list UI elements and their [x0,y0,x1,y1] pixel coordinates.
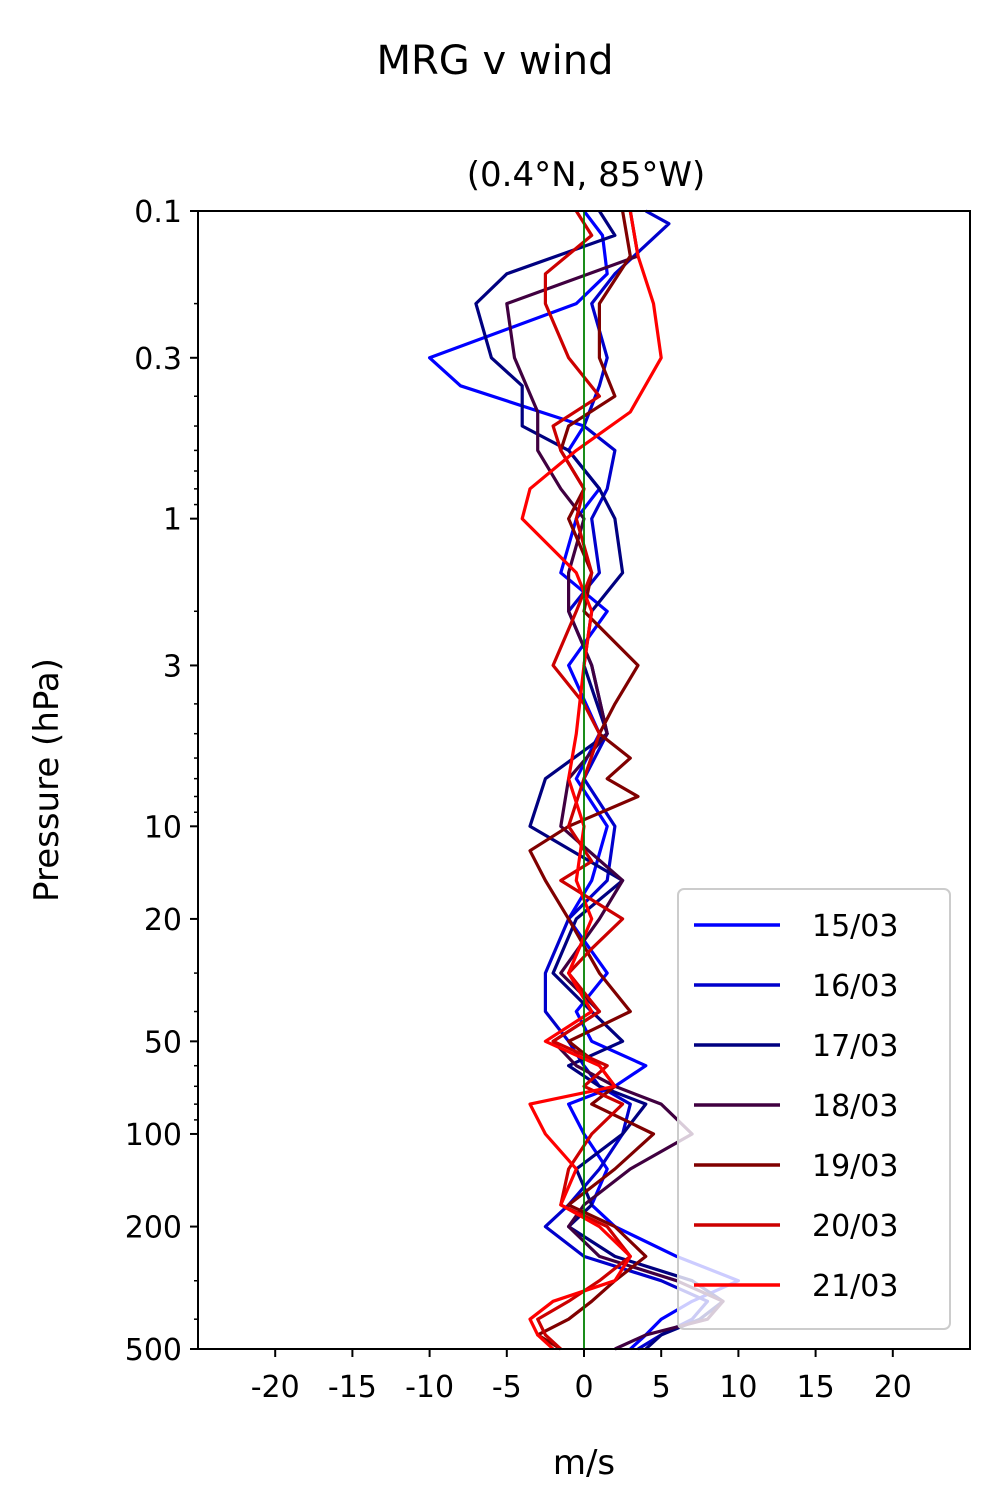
legend: 15/03 16/03 17/03 18/03 19/03 20/03 21/03 [677,888,951,1330]
x-tick-label: -15 [328,1370,377,1405]
legend-label: 20/03 [812,1209,898,1244]
x-tick-label: 10 [719,1370,757,1405]
axes-frame [197,210,971,1350]
figure-suptitle: MRG v wind [377,38,614,84]
x-tick-label: 15 [797,1370,835,1405]
y-tick-label: 50 [144,1025,182,1060]
y-tick-label: 0.3 [134,342,182,377]
y-axis-label: Pressure (hPa) [27,658,67,902]
x-tick-label: -20 [251,1370,300,1405]
x-tick-label: -10 [405,1370,454,1405]
x-tick-label: 5 [652,1370,671,1405]
series-line-16-03 [543,209,710,1351]
x-tick-label: 0 [574,1370,593,1405]
legend-label: 15/03 [812,909,898,944]
legend-label: 21/03 [812,1269,898,1304]
y-tick-label: 3 [163,649,182,684]
legend-label: 17/03 [812,1029,898,1064]
x-tick-label: -5 [492,1370,522,1405]
y-tick-label: 100 [125,1118,182,1153]
y-tick-label: 500 [125,1333,182,1368]
plot-area [428,209,741,1351]
series-line-21-03 [520,210,663,1351]
y-tick-label: 1 [163,503,182,538]
legend-label: 16/03 [812,969,898,1004]
y-tick-label: 200 [125,1211,182,1246]
x-axis-label: m/s [553,1443,615,1483]
legend-box [677,888,951,1330]
series-line-17-03 [474,210,725,1351]
x-tick-label: 20 [874,1370,912,1405]
axis-ticks: -20 -15 -10 -5 0 5 10 15 20 0.1 0.3 1 3 10 20 50 100 200 5… [125,195,912,1405]
y-tick-label: 10 [144,810,182,845]
chart-title: (0.4°N, 85°W) [467,155,706,195]
legend-label: 18/03 [812,1089,898,1124]
y-tick-label: 0.1 [134,195,182,230]
y-tick-label: 20 [144,903,182,938]
series-line-20-03 [536,210,632,1351]
legend-label: 19/03 [812,1149,898,1184]
